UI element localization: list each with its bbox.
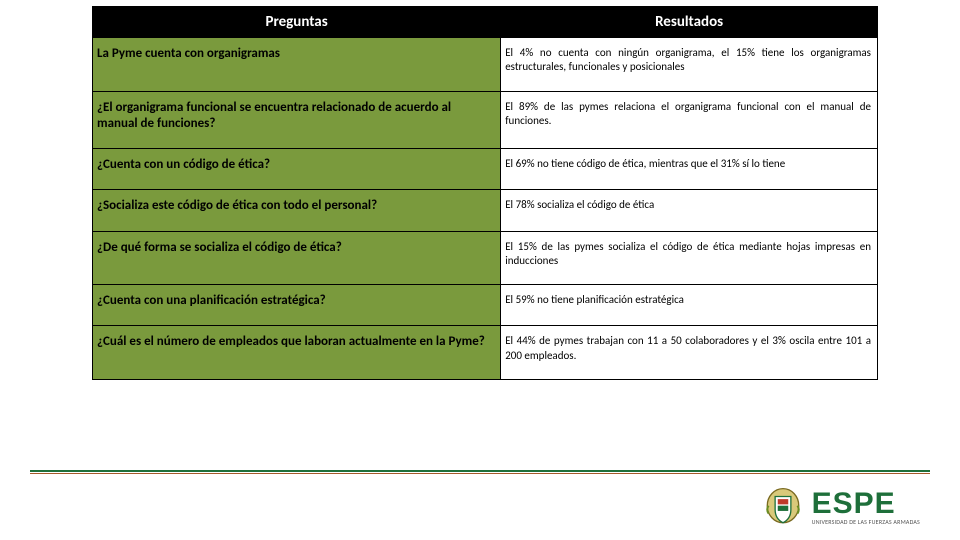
footer-divider <box>30 470 930 476</box>
divider-bar-primary <box>30 470 930 472</box>
table-header-row: Preguntas Resultados <box>93 7 878 38</box>
result-cell: El 78% socializa el código de ética <box>501 190 878 231</box>
divider-bar-secondary <box>30 473 930 474</box>
result-cell: El 15% de las pymes socializa el código … <box>501 231 878 285</box>
table-row: La Pyme cuenta con organigramas El 4% no… <box>93 38 878 92</box>
question-cell: ¿El organigrama funcional se encuentra r… <box>93 91 501 149</box>
espe-logo: ESPE UNIVERSIDAD DE LAS FUERZAS ARMADAS <box>762 486 920 528</box>
question-cell: ¿De qué forma se socializa el código de … <box>93 231 501 285</box>
result-cell: El 89% de las pymes relaciona el organig… <box>501 91 878 149</box>
question-cell: La Pyme cuenta con organigramas <box>93 38 501 92</box>
logo-text-block: ESPE UNIVERSIDAD DE LAS FUERZAS ARMADAS <box>812 489 920 525</box>
header-results: Resultados <box>501 7 878 38</box>
shield-icon <box>762 486 804 528</box>
qa-table: Preguntas Resultados La Pyme cuenta con … <box>92 6 878 380</box>
table-row: ¿El organigrama funcional se encuentra r… <box>93 91 878 149</box>
question-cell: ¿Socializa este código de ética con todo… <box>93 190 501 231</box>
question-cell: ¿Cuál es el número de empleados que labo… <box>93 326 501 380</box>
result-cell: El 69% no tiene código de ética, mientra… <box>501 149 878 190</box>
table-row: ¿Cuenta con un código de ética? El 69% n… <box>93 149 878 190</box>
result-cell: El 59% no tiene planificación estratégic… <box>501 285 878 326</box>
table-row: ¿De qué forma se socializa el código de … <box>93 231 878 285</box>
slide: Preguntas Resultados La Pyme cuenta con … <box>0 0 960 540</box>
result-cell: El 4% no cuenta con ningún organigrama, … <box>501 38 878 92</box>
table-body: La Pyme cuenta con organigramas El 4% no… <box>93 38 878 380</box>
header-questions: Preguntas <box>93 7 501 38</box>
table-row: ¿Cuenta con una planificación estratégic… <box>93 285 878 326</box>
logo-text: ESPE <box>812 489 920 519</box>
table-row: ¿Cuál es el número de empleados que labo… <box>93 326 878 380</box>
question-cell: ¿Cuenta con una planificación estratégic… <box>93 285 501 326</box>
logo-subtext: UNIVERSIDAD DE LAS FUERZAS ARMADAS <box>812 519 920 525</box>
question-cell: ¿Cuenta con un código de ética? <box>93 149 501 190</box>
table-row: ¿Socializa este código de ética con todo… <box>93 190 878 231</box>
result-cell: El 44% de pymes trabajan con 11 a 50 col… <box>501 326 878 380</box>
